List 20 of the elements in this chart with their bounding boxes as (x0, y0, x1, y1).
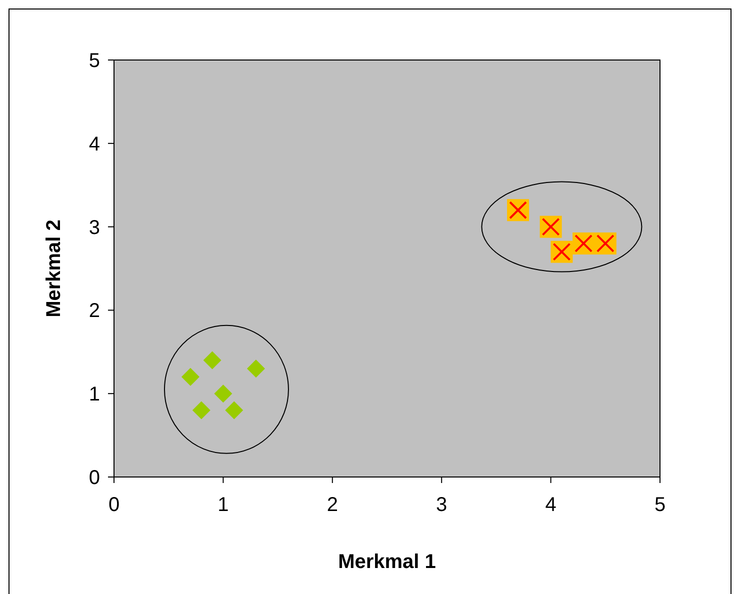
x-tick-label: 2 (326, 494, 338, 516)
y-tick-label: 5 (88, 50, 100, 72)
y-tick-label: 2 (88, 300, 100, 322)
x-tick-label: 1 (218, 494, 229, 516)
point (203, 351, 222, 370)
x-tick-label: 5 (654, 494, 666, 516)
point (192, 401, 210, 420)
point (214, 384, 232, 403)
point (225, 401, 244, 420)
y-tick-label: 3 (88, 216, 100, 239)
x-tick-label: 0 (108, 494, 120, 516)
y-axis-title: Merkmal 2 (43, 220, 65, 318)
point (181, 368, 200, 386)
x-tick-label: 4 (545, 494, 556, 516)
y-tick-label: 4 (88, 133, 100, 156)
x-tick-label: 3 (436, 494, 448, 516)
y-tick-label: 1 (88, 384, 100, 406)
x-axis-title: Merkmal 1 (338, 551, 436, 573)
point (246, 360, 265, 378)
y-tick-label: 0 (88, 467, 100, 489)
